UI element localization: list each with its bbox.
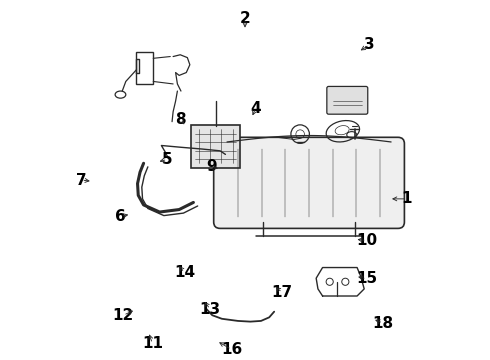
Text: 7: 7: [76, 172, 87, 188]
Text: 2: 2: [240, 11, 250, 26]
FancyBboxPatch shape: [214, 137, 404, 228]
Text: 5: 5: [162, 152, 173, 167]
Text: 10: 10: [356, 233, 377, 248]
Text: 12: 12: [113, 308, 134, 323]
Text: 4: 4: [250, 101, 261, 116]
Text: 15: 15: [356, 271, 377, 287]
Text: 11: 11: [142, 336, 163, 351]
Text: 3: 3: [364, 37, 375, 52]
FancyBboxPatch shape: [191, 125, 241, 167]
Text: 13: 13: [199, 302, 220, 317]
Text: 1: 1: [402, 192, 412, 206]
Text: 8: 8: [175, 112, 186, 127]
Text: 16: 16: [221, 342, 242, 357]
Text: 18: 18: [372, 316, 393, 330]
FancyBboxPatch shape: [327, 86, 368, 114]
Text: 14: 14: [174, 265, 195, 280]
Text: 17: 17: [272, 285, 293, 300]
Text: 9: 9: [206, 159, 217, 174]
Text: 6: 6: [115, 209, 126, 224]
